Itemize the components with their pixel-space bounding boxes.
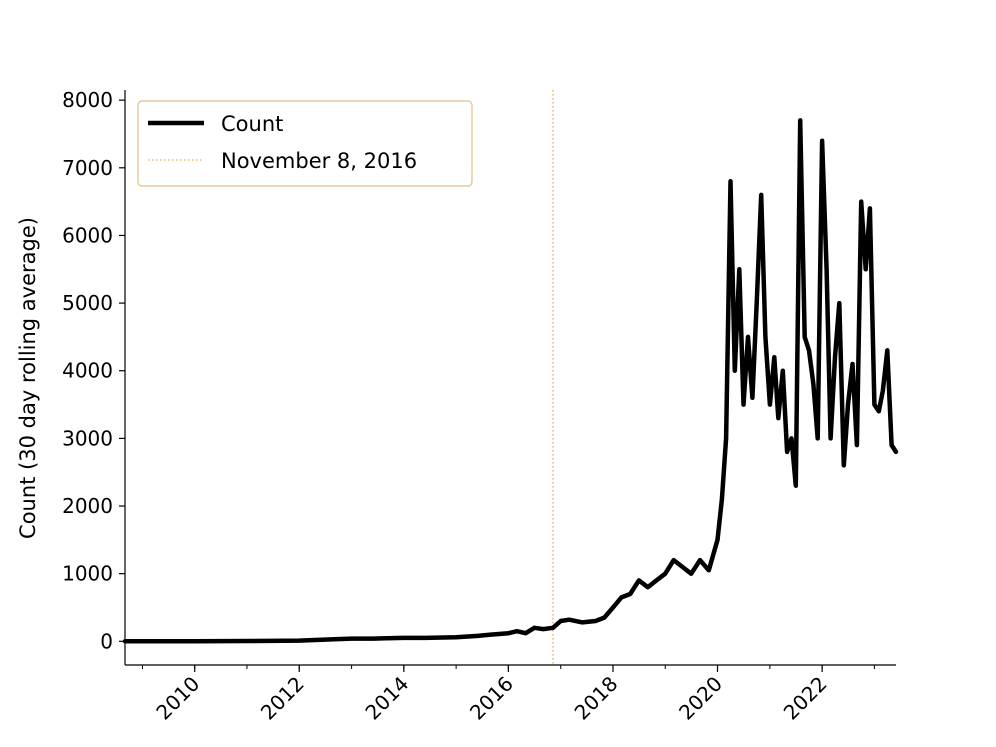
y-tick-label: 2000	[62, 494, 113, 518]
x-tick-label: 2010	[151, 672, 204, 725]
y-tick-label: 4000	[62, 359, 113, 383]
y-tick-label: 7000	[62, 156, 113, 180]
x-tick-label: 2018	[570, 672, 623, 725]
y-tick-label: 6000	[62, 223, 113, 247]
y-tick-label: 1000	[62, 562, 113, 586]
legend-count-label: Count	[221, 112, 283, 136]
series-line-0	[122, 118, 899, 644]
y-tick-label: 5000	[62, 291, 113, 315]
x-tick-label: 2022	[779, 672, 832, 725]
x-tick-label: 2020	[674, 672, 727, 725]
y-tick-label: 8000	[62, 88, 113, 112]
legend: Count November 8, 2016	[137, 100, 473, 187]
y-tick-label: 0	[100, 629, 113, 653]
y-tick-label: 3000	[62, 426, 113, 450]
x-tick-label: 2014	[360, 672, 413, 725]
x-tick-label: 2016	[465, 672, 518, 725]
legend-event-label: November 8, 2016	[221, 149, 417, 173]
x-tick-label: 2012	[256, 672, 309, 725]
y-axis-label: Count (30 day rolling average)	[16, 217, 40, 539]
legend-box	[137, 100, 473, 187]
plot-area	[122, 90, 899, 665]
